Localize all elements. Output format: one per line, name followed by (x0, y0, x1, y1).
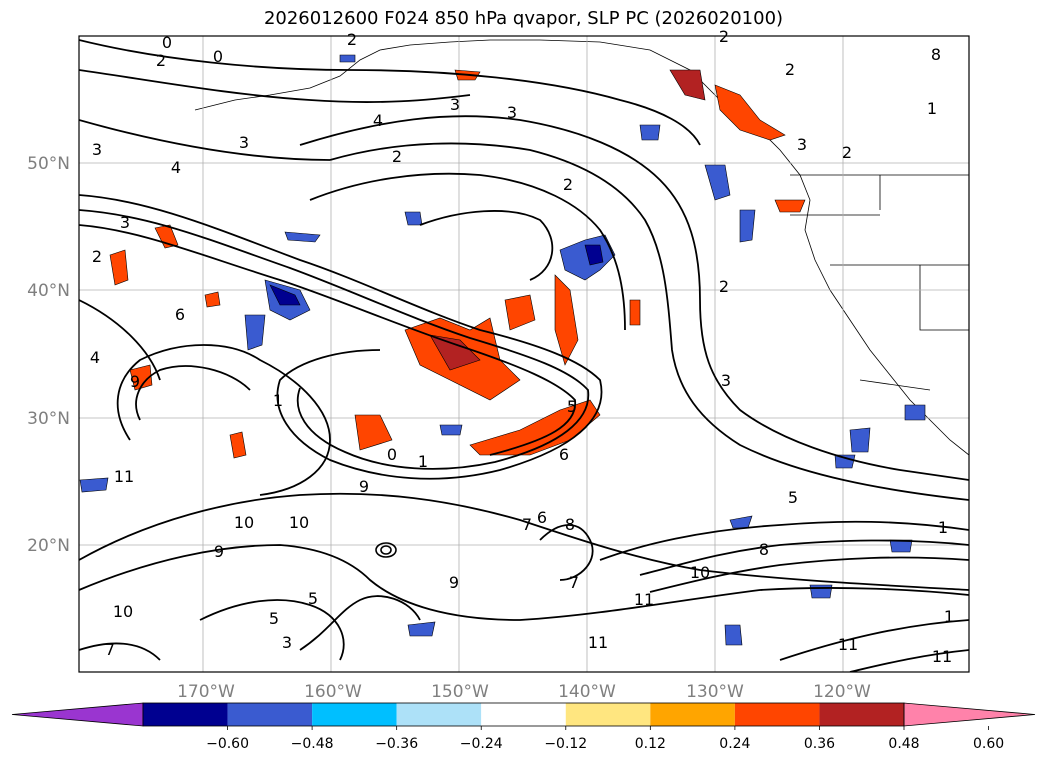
contour-label: 3 (507, 103, 517, 122)
contour-label: 6 (175, 305, 185, 324)
contour-label: 2 (392, 147, 402, 166)
contour-label: 3 (450, 95, 460, 114)
contour-label: 1 (938, 518, 948, 537)
contour-label: 11 (634, 590, 654, 609)
colorbar-extend-min (11, 702, 144, 727)
contour-label: 5 (567, 397, 577, 416)
colorbar-tick-label: 0.24 (719, 736, 750, 752)
contour-label: 2 (785, 60, 795, 79)
lon-label-140w: 140°W (558, 682, 616, 702)
lon-label-160w: 160°W (304, 682, 362, 702)
contour-label: 1 (273, 391, 283, 410)
colorbar-tick-label: 0.48 (888, 736, 919, 752)
colorbar-tick-label: 0.60 (973, 736, 1004, 752)
contour-label: 3 (721, 371, 731, 390)
colorbar-tick-label: 0.12 (635, 736, 666, 752)
contour-label: 2 (563, 175, 573, 194)
colorbar-segment (227, 703, 313, 726)
contour-label: 6 (537, 508, 547, 527)
contour-label: 2 (156, 51, 166, 70)
colorbar-segment (734, 703, 820, 726)
colorbar-tick-label: −0.36 (375, 736, 418, 752)
colorbar: −0.60 −0.48 −0.36 −0.24 −0.12 0.12 0.24 0.36 0.4… (11, 702, 1036, 752)
colorbar-segment (819, 703, 904, 726)
colorbar-segment (396, 703, 482, 726)
contour-label: 1 (418, 452, 428, 471)
contour-label: 11 (932, 647, 952, 666)
longitude-labels: 170°W 160°W 150°W 140°W 130°W 120°W (177, 682, 871, 702)
lon-label-120w: 120°W (813, 682, 871, 702)
contour-label: 10 (690, 563, 710, 582)
colorbar-segment (481, 703, 566, 726)
colorbar-extend-max (903, 702, 1036, 727)
contour-label: 2 (92, 247, 102, 266)
contour-label: 7 (569, 573, 579, 592)
contour-label: 9 (130, 372, 140, 391)
contour-label: 5 (269, 609, 279, 628)
colorbar-outline (142, 702, 905, 727)
lat-label-40n: 40°N (27, 281, 70, 301)
contour-label: 10 (289, 513, 309, 532)
qvapor-shading (79, 54, 926, 646)
lon-label-170w: 170°W (177, 682, 235, 702)
contour-label: 5 (788, 488, 798, 507)
contour-label: 3 (282, 633, 292, 652)
contour-label: 11 (114, 467, 134, 486)
low-center (375, 542, 397, 558)
slp-contours (79, 39, 969, 672)
contour-label: 8 (759, 540, 769, 559)
contour-label: 0 (213, 47, 223, 66)
contour-label: 9 (359, 477, 369, 496)
colorbar-segment (312, 703, 397, 726)
contour-label: 11 (838, 635, 858, 654)
contour-label: 4 (373, 111, 383, 130)
contour-label: 0 (387, 445, 397, 464)
contour-label: 8 (565, 515, 575, 534)
contour-label: 4 (171, 158, 181, 177)
colorbar-tick-label: −0.60 (206, 736, 249, 752)
map-title: 2026012600 F024 850 hPa qvapor, SLP PC (… (263, 8, 784, 29)
contour-label: 10 (113, 602, 133, 621)
colorbar-tick-label: −0.48 (291, 736, 334, 752)
contour-label: 7 (105, 640, 115, 659)
latitude-labels: 50°N 40°N 30°N 20°N (27, 154, 70, 556)
lat-label-50n: 50°N (27, 154, 70, 174)
contour-label: 6 (559, 445, 569, 464)
contour-label: 3 (797, 135, 807, 154)
contour-label: 8 (931, 45, 941, 64)
contour-label: 2 (719, 277, 729, 296)
lon-label-130w: 130°W (686, 682, 744, 702)
lat-label-30n: 30°N (27, 409, 70, 429)
contour-label: 9 (449, 573, 459, 592)
colorbar-segment (143, 703, 228, 726)
colorbar-tick-label: −0.24 (460, 736, 503, 752)
contour-label: 7 (522, 515, 532, 534)
colorbar-segment (565, 703, 651, 726)
map-frame (78, 35, 970, 673)
colorbar-tick-label: 0.36 (804, 736, 835, 752)
contour-label: 11 (588, 633, 608, 652)
contour-label: 3 (92, 140, 102, 159)
contour-label: 5 (308, 589, 318, 608)
lat-label-20n: 20°N (27, 536, 70, 556)
contour-label: 4 (90, 348, 100, 367)
contour-label: 3 (120, 213, 130, 232)
contour-label: 2 (347, 30, 357, 49)
contour-label: 2 (842, 143, 852, 162)
contour-label: 10 (234, 513, 254, 532)
contour-label: 1 (927, 99, 937, 118)
contour-label: 0 (162, 33, 172, 52)
contour-label: 9 (214, 542, 224, 561)
colorbar-segment (650, 703, 735, 726)
contour-label: 3 (239, 133, 249, 152)
contour-label: 1 (944, 607, 954, 626)
colorbar-tick-label: −0.12 (544, 736, 587, 752)
graticule (79, 36, 969, 672)
lon-label-150w: 150°W (431, 682, 489, 702)
map-background (79, 36, 969, 672)
